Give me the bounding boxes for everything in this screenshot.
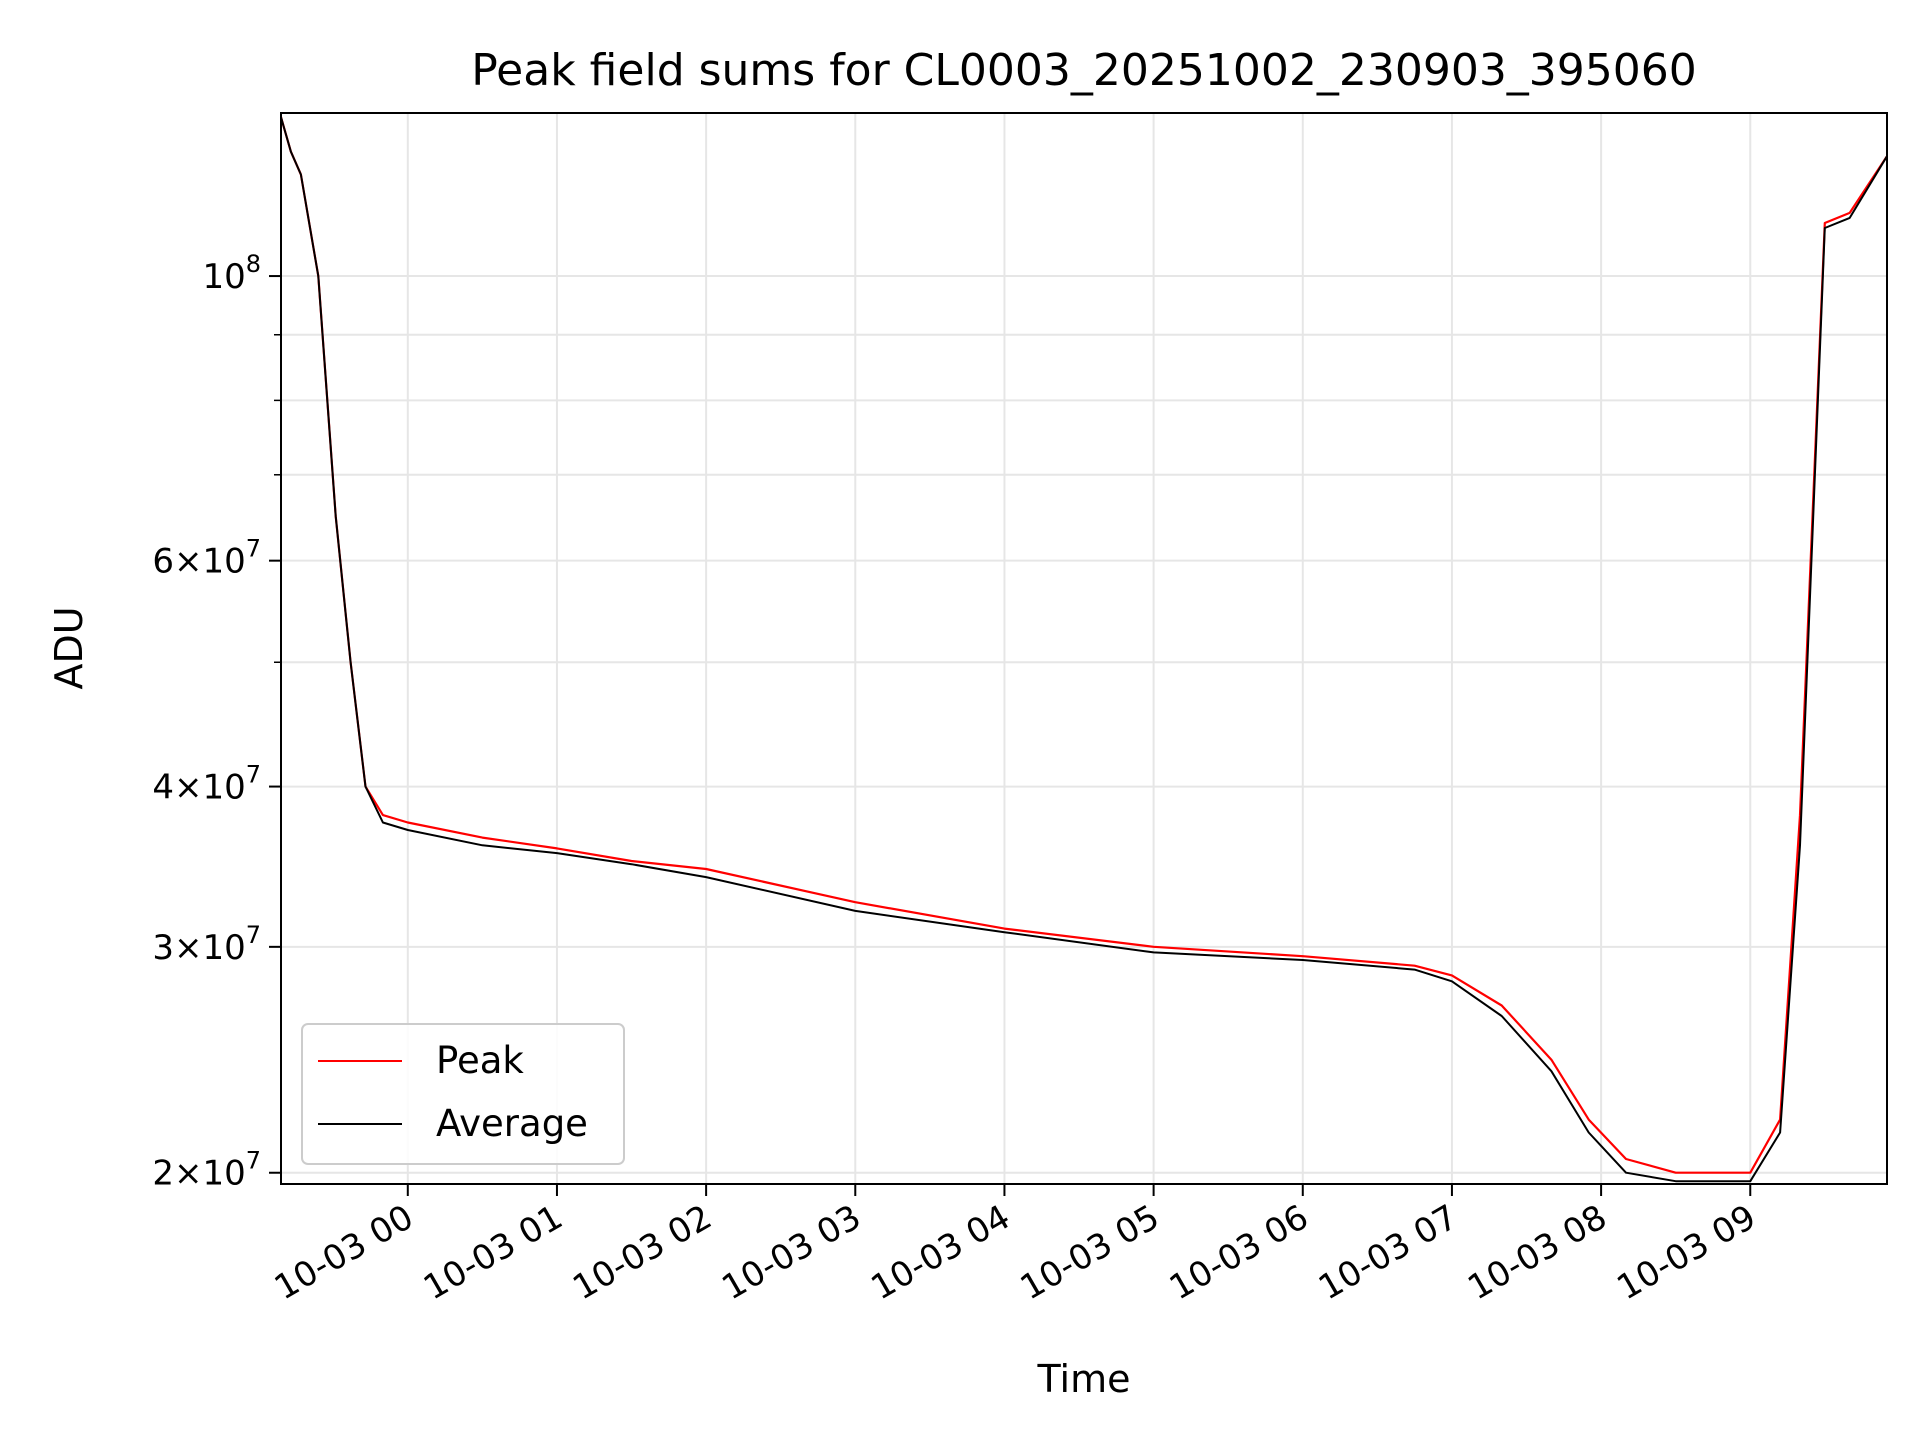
x-axis-label: Time bbox=[1037, 1357, 1131, 1401]
plot-frame bbox=[280, 112, 1888, 1185]
legend-box bbox=[301, 1023, 625, 1165]
y-tick-label: 2×107 bbox=[152, 1147, 261, 1194]
legend: Peak Average bbox=[301, 1023, 625, 1165]
y-tick-label: 6×107 bbox=[152, 535, 261, 582]
legend-label-peak: Peak bbox=[436, 1039, 524, 1082]
grid-layer bbox=[281, 113, 1887, 1184]
y-tick-label: 108 bbox=[202, 250, 261, 297]
y-axis-label: ADU bbox=[47, 606, 91, 689]
series-layer bbox=[279, 116, 1888, 1183]
legend-label-average: Average bbox=[436, 1102, 588, 1145]
chart-title: Peak field sums for CL0003_20251002_2309… bbox=[471, 45, 1697, 96]
y-tick-label: 4×107 bbox=[152, 761, 261, 808]
y-tick-label: 3×107 bbox=[152, 921, 261, 968]
series-line-average bbox=[280, 116, 1888, 1183]
